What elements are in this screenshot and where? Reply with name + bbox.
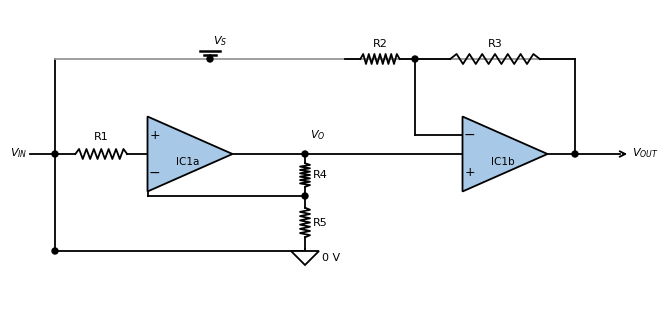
Text: $V_{IN}$: $V_{IN}$	[11, 146, 28, 160]
Circle shape	[572, 151, 578, 157]
Polygon shape	[148, 116, 232, 192]
Text: R4: R4	[313, 170, 328, 180]
Text: −: −	[149, 166, 160, 180]
Text: $V_O$: $V_O$	[310, 128, 325, 142]
Polygon shape	[462, 116, 548, 192]
Text: 0 V: 0 V	[322, 253, 340, 263]
Circle shape	[302, 193, 308, 199]
Text: R5: R5	[313, 218, 328, 228]
Circle shape	[412, 56, 418, 62]
Text: $V_{OUT}$: $V_{OUT}$	[632, 146, 659, 160]
Text: $V_S$: $V_S$	[213, 34, 227, 48]
Text: −: −	[464, 128, 476, 142]
Circle shape	[207, 56, 213, 62]
Circle shape	[52, 248, 58, 254]
Text: +: +	[464, 166, 475, 179]
Text: R1: R1	[94, 132, 109, 142]
Polygon shape	[291, 251, 319, 265]
Circle shape	[302, 151, 308, 157]
Text: IC1b: IC1b	[491, 157, 515, 167]
Text: +: +	[149, 129, 160, 142]
Text: R2: R2	[373, 39, 387, 49]
Text: R3: R3	[488, 39, 502, 49]
Text: IC1a: IC1a	[176, 157, 200, 167]
Circle shape	[52, 151, 58, 157]
